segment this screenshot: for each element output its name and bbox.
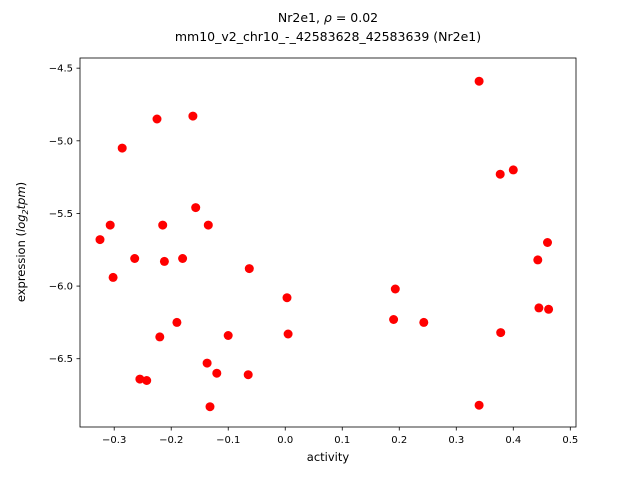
data-point	[533, 255, 543, 265]
data-point	[243, 370, 253, 380]
x-tick-label: −0.3	[102, 435, 126, 446]
data-point	[159, 256, 169, 266]
data-point	[419, 317, 429, 327]
x-axis-label: activity	[306, 450, 350, 464]
data-point	[117, 143, 127, 153]
data-point	[534, 303, 544, 313]
x-tick-label: 0.4	[505, 435, 521, 446]
x-tick-label: 0.2	[391, 435, 407, 446]
data-point	[152, 114, 162, 124]
x-tick-label: 0.5	[562, 435, 578, 446]
data-point	[544, 304, 554, 314]
data-point	[474, 400, 484, 410]
data-point	[130, 254, 140, 263]
chart-title-block: Nr2e1, ρ = 0.02 mm10_v2_chr10_-_42583628…	[80, 8, 576, 46]
data-point	[282, 293, 292, 303]
data-point	[188, 111, 198, 121]
data-point	[203, 220, 213, 230]
data-point	[508, 165, 518, 175]
data-point	[496, 328, 506, 338]
data-point	[202, 358, 212, 368]
data-point	[205, 402, 215, 412]
data-point	[244, 264, 254, 274]
x-tick-label: 0.3	[448, 435, 464, 446]
data-point	[474, 76, 484, 86]
x-tick-label: 0.0	[277, 435, 293, 446]
data-point	[172, 317, 182, 327]
y-tick-label: −6.5	[49, 354, 73, 365]
title-text: Nr2e1,	[277, 10, 324, 25]
y-tick-label: −6.0	[49, 282, 73, 293]
data-point	[155, 332, 165, 342]
data-point	[108, 272, 118, 282]
data-point	[212, 368, 222, 378]
data-point	[191, 203, 201, 213]
y-tick-label: −4.5	[49, 64, 73, 75]
axes-spines	[79, 57, 577, 428]
data-point	[178, 254, 188, 263]
data-point	[389, 315, 399, 324]
data-point	[390, 284, 400, 294]
data-point	[543, 238, 552, 247]
data-point	[223, 331, 233, 340]
data-point	[142, 376, 152, 385]
title-rho-symbol: ρ	[323, 10, 332, 25]
data-point	[135, 374, 145, 384]
data-point	[283, 329, 293, 339]
y-tick-label: −5.5	[49, 209, 73, 220]
title-correlation-value: = 0.02	[331, 10, 379, 25]
y-tick-label: −5.0	[49, 136, 73, 147]
x-tick-label: 0.1	[334, 435, 350, 446]
x-tick-label: −0.1	[216, 435, 240, 446]
x-tick-label: −0.2	[159, 435, 183, 446]
chart-subtitle: mm10_v2_chr10_-_42583628_42583639 (Nr2e1…	[174, 29, 482, 44]
chart-title: Nr2e1, ρ = 0.02	[80, 8, 576, 27]
data-point	[158, 220, 168, 230]
data-point	[105, 220, 115, 230]
data-point	[95, 235, 105, 245]
data-point	[495, 169, 505, 179]
